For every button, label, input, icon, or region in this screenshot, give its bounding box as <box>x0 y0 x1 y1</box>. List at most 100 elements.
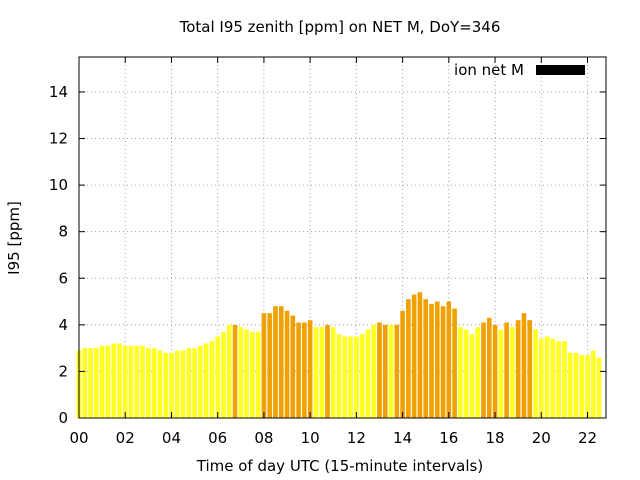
bar <box>573 352 579 418</box>
y-tick-label: 10 <box>49 176 68 194</box>
bar <box>296 322 301 418</box>
bar <box>411 294 417 418</box>
bar <box>377 322 382 418</box>
bar <box>463 329 469 418</box>
bar <box>475 327 481 418</box>
bar <box>585 355 590 418</box>
bar <box>284 310 290 418</box>
bar <box>596 357 602 418</box>
bar-series <box>76 292 602 418</box>
legend: ion net M <box>454 61 585 79</box>
bar <box>221 331 226 418</box>
bar <box>562 341 567 418</box>
x-tick-label: 00 <box>69 429 88 447</box>
bar <box>313 327 319 418</box>
bar <box>533 329 538 418</box>
y-tick-label: 12 <box>49 130 68 148</box>
bar <box>342 336 348 418</box>
bar <box>515 320 521 418</box>
bar <box>157 350 163 418</box>
bar <box>423 299 429 418</box>
bar <box>429 303 434 418</box>
bar <box>469 334 475 418</box>
bar <box>203 343 209 418</box>
x-tick-label: 20 <box>532 429 551 447</box>
bar <box>146 348 151 418</box>
bar <box>94 348 99 418</box>
bar <box>169 352 174 418</box>
bar <box>290 315 296 418</box>
bar <box>267 313 273 418</box>
bar <box>134 345 140 418</box>
y-tick-label: 2 <box>58 362 68 380</box>
bar <box>446 301 452 418</box>
bar <box>307 320 313 418</box>
bar <box>273 306 278 418</box>
bar <box>186 348 192 418</box>
bar <box>232 324 238 418</box>
bar <box>538 338 544 418</box>
bar <box>504 322 509 418</box>
x-tick-label: 18 <box>486 429 505 447</box>
bar <box>128 345 134 418</box>
bar <box>244 329 249 418</box>
bar <box>510 327 515 418</box>
bar <box>590 350 596 418</box>
legend-label: ion net M <box>454 61 524 79</box>
bar <box>579 355 585 418</box>
bar <box>278 306 284 418</box>
bar <box>255 331 261 418</box>
bar <box>261 313 267 418</box>
y-tick-label: 4 <box>58 316 68 334</box>
bar <box>140 345 145 418</box>
bar <box>163 352 168 418</box>
bar <box>226 324 232 418</box>
bar <box>238 327 244 418</box>
bar <box>348 336 353 418</box>
bar <box>481 322 486 418</box>
bar <box>417 292 423 418</box>
bar <box>354 336 359 418</box>
bar <box>99 345 105 418</box>
x-tick-label: 02 <box>116 429 135 447</box>
y-tick-label: 0 <box>58 409 68 427</box>
bar <box>117 343 122 418</box>
bar <box>371 324 377 418</box>
y-tick-label: 14 <box>49 83 68 101</box>
x-tick-label: 06 <box>208 429 227 447</box>
bar <box>492 324 498 418</box>
chart-title: Total I95 zenith [ppm] on NET M, DoY=346 <box>179 18 501 36</box>
bar <box>388 324 394 418</box>
bar <box>215 336 220 418</box>
bar <box>319 327 325 418</box>
bar <box>151 348 157 418</box>
bar <box>330 327 336 418</box>
x-tick-label: 16 <box>439 429 458 447</box>
x-axis-label: Time of day UTC (15-minute intervals) <box>196 457 483 475</box>
bar <box>325 324 330 418</box>
x-tick-label: 14 <box>393 429 412 447</box>
bar <box>82 348 88 418</box>
bar <box>198 345 203 418</box>
bar <box>336 334 342 418</box>
bar <box>209 341 215 418</box>
bar <box>111 343 116 418</box>
bar <box>302 322 307 418</box>
bar <box>498 329 504 418</box>
bar <box>434 301 440 418</box>
bar <box>458 327 463 418</box>
bar <box>406 299 411 418</box>
bar <box>521 313 527 418</box>
x-tick-label: 22 <box>578 429 597 447</box>
bar <box>567 352 573 418</box>
bar <box>394 324 400 418</box>
x-tick-label: 12 <box>347 429 366 447</box>
y-tick-label: 8 <box>58 223 68 241</box>
bar <box>192 348 197 418</box>
x-tick-label: 04 <box>162 429 181 447</box>
bar <box>527 320 533 418</box>
bar <box>122 345 128 418</box>
bar <box>180 350 186 418</box>
